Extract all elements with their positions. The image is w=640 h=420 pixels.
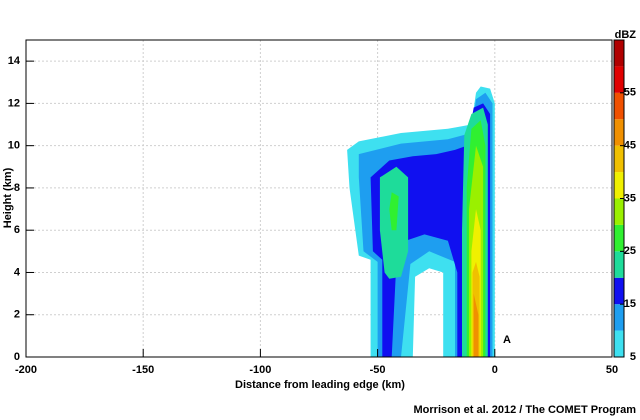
colorbar-band xyxy=(614,145,624,173)
y-tick-label: 10 xyxy=(8,140,20,152)
colorbar-band xyxy=(614,198,624,225)
x-tick-label: -50 xyxy=(370,364,386,376)
colorbar-tick-label: 45 xyxy=(624,140,636,152)
y-axis-title: Height (km) xyxy=(2,167,14,228)
contour-layer xyxy=(347,86,495,357)
colorbar-band xyxy=(614,66,624,93)
plot-frame xyxy=(25,39,613,358)
x-tick-label: 0 xyxy=(492,364,498,376)
credit: Morrison et al. 2012 / The COMET Program xyxy=(414,404,637,416)
y-tick-label: 2 xyxy=(14,309,20,321)
colorbar-band xyxy=(614,330,624,357)
y-tick-label: 12 xyxy=(8,97,20,109)
colorbar-band xyxy=(614,119,624,146)
y-tick-label: 4 xyxy=(14,266,21,278)
contour-region xyxy=(389,192,399,231)
colorbar-tick-label: 25 xyxy=(624,245,636,257)
colorbar-title: dBZ xyxy=(615,29,637,41)
colorbar-band xyxy=(614,40,624,67)
colorbar-band xyxy=(614,304,624,331)
x-tick-label: -100 xyxy=(249,364,271,376)
colorbar-tick-label: 35 xyxy=(624,192,636,204)
x-tick-label: -150 xyxy=(132,364,154,376)
x-tick-label: 50 xyxy=(606,364,618,376)
y-tick-label: 14 xyxy=(8,55,21,67)
y-tick-label: 0 xyxy=(14,351,20,363)
x-tick-label: -200 xyxy=(15,364,37,376)
x-axis-title: Distance from leading edge (km) xyxy=(235,379,405,391)
y-tick-label: 6 xyxy=(14,224,20,236)
colorbar-band xyxy=(614,277,624,305)
annotation: A xyxy=(503,334,511,346)
colorbar-band xyxy=(614,251,624,278)
contour-region xyxy=(370,103,491,357)
colorbar-band xyxy=(614,172,624,199)
colorbar-tick-label: 5 xyxy=(630,351,636,363)
colorbar-band xyxy=(614,92,624,120)
colorbar-tick-label: 15 xyxy=(624,298,636,310)
colorbar-tick-label: 55 xyxy=(624,87,636,99)
y-tick-label: 8 xyxy=(14,182,20,194)
contour-region xyxy=(473,293,479,357)
colorbar-band xyxy=(614,224,624,252)
